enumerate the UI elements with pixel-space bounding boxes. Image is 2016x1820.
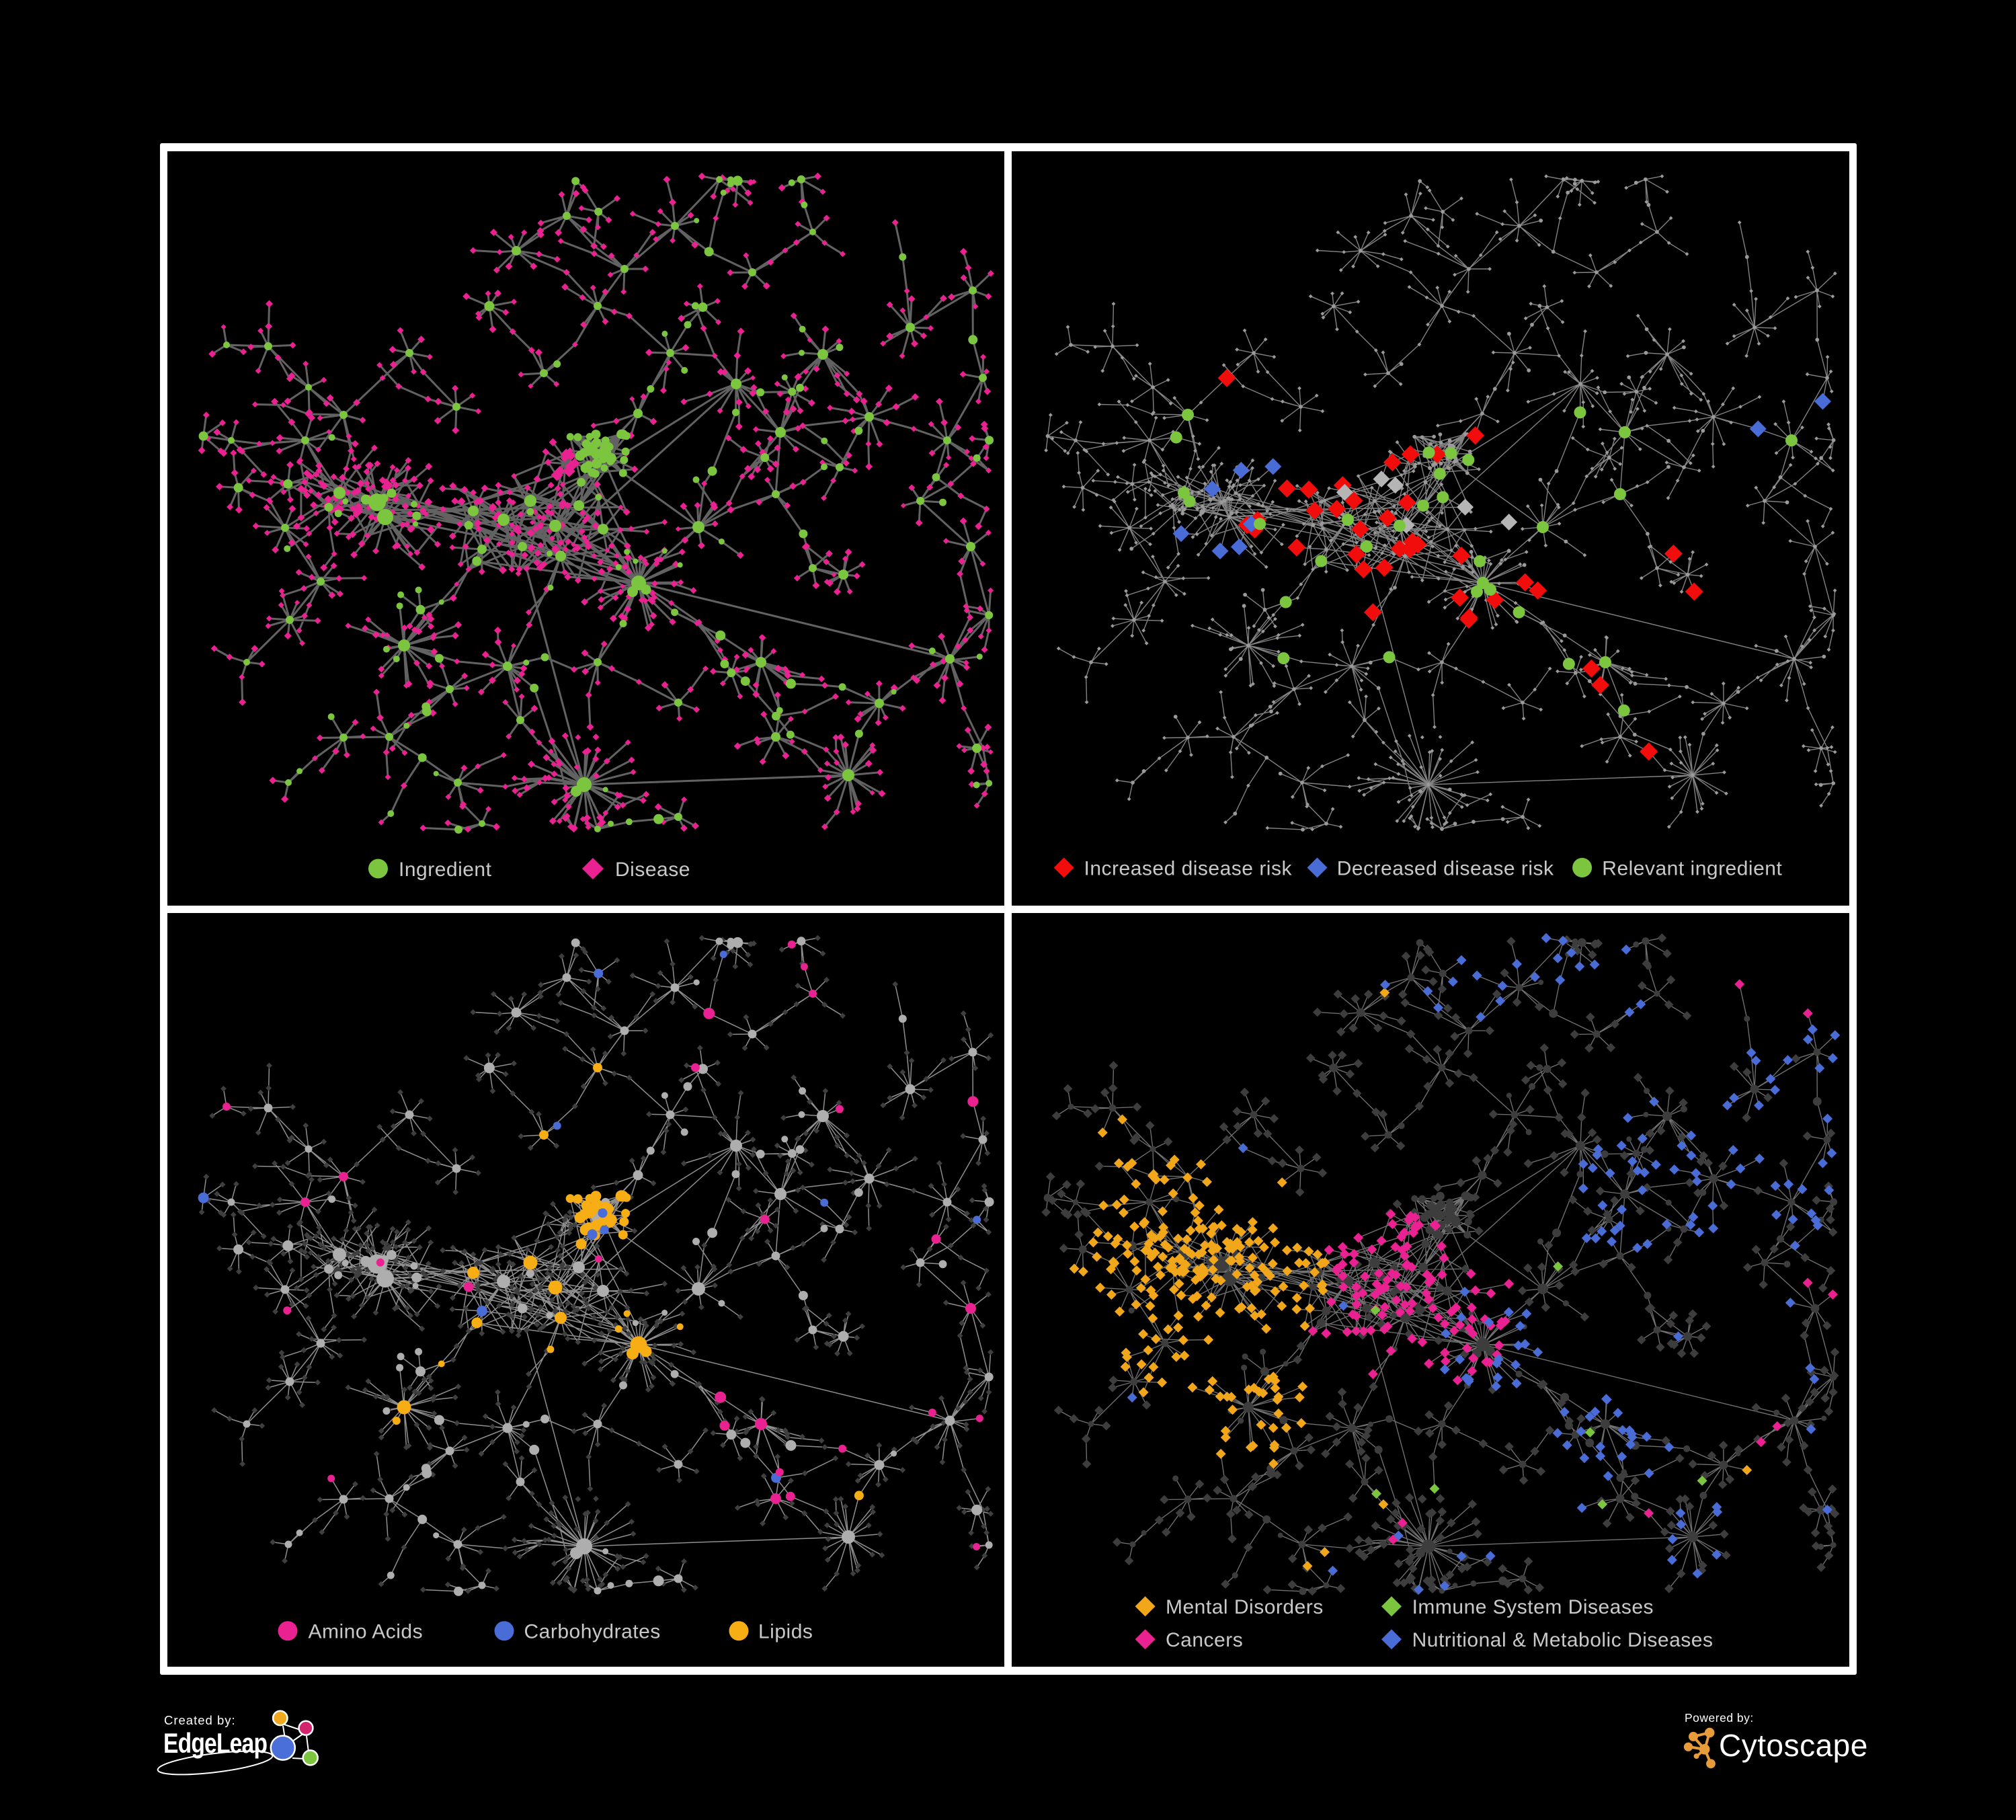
svg-text:Decreased disease risk: Decreased disease risk	[1337, 858, 1554, 880]
svg-text:Relevant ingredient: Relevant ingredient	[1602, 858, 1782, 880]
svg-text:Amino Acids: Amino Acids	[309, 1621, 424, 1643]
svg-text:Disease: Disease	[615, 859, 690, 881]
svg-text:Increased disease risk: Increased disease risk	[1084, 858, 1293, 880]
svg-text:Mental Disorders: Mental Disorders	[1166, 1596, 1324, 1618]
svg-text:Lipids: Lipids	[758, 1621, 813, 1643]
svg-text:Cancers: Cancers	[1166, 1629, 1243, 1651]
svg-text:Ingredient: Ingredient	[399, 859, 492, 881]
svg-text:Nutritional & Metabolic Diseas: Nutritional & Metabolic Diseases	[1412, 1629, 1713, 1651]
svg-text:Carbohydrates: Carbohydrates	[524, 1621, 661, 1643]
svg-text:Immune System Diseases: Immune System Diseases	[1412, 1596, 1654, 1618]
